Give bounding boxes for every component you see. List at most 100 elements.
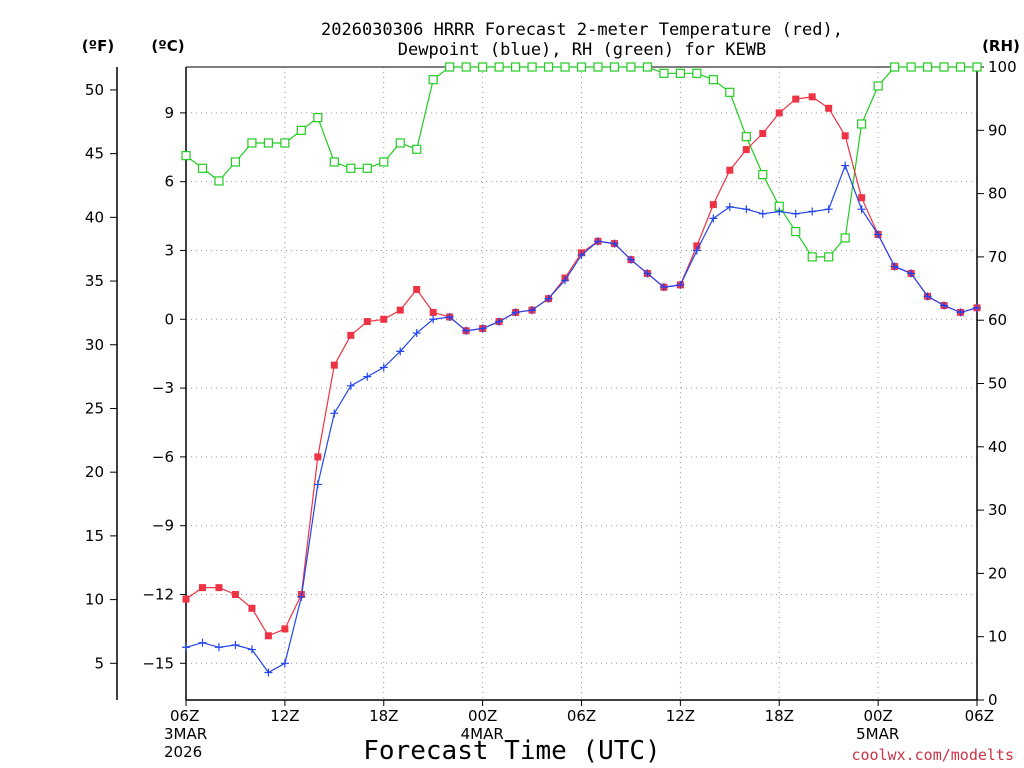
rh-point bbox=[593, 62, 603, 72]
fahrenheit-tick-label: 35 bbox=[85, 272, 104, 290]
x-tick-label: 18Z bbox=[765, 707, 794, 725]
rh-point bbox=[362, 163, 372, 173]
rh-point bbox=[659, 68, 669, 78]
rh-point bbox=[675, 68, 685, 78]
temperature-point bbox=[413, 285, 421, 293]
temperature-point bbox=[808, 93, 816, 101]
rh-point bbox=[313, 113, 323, 123]
dewpoint-point bbox=[396, 347, 405, 356]
rh-point bbox=[906, 62, 916, 72]
fahrenheit-tick-label: 45 bbox=[85, 145, 104, 163]
rh-point bbox=[461, 62, 471, 72]
rh-point bbox=[725, 87, 735, 97]
rh-point bbox=[247, 138, 257, 148]
celsius-tick-label: 9 bbox=[164, 104, 174, 122]
x-tick-label: 18Z bbox=[369, 707, 398, 725]
temperature-point bbox=[281, 625, 289, 633]
dewpoint-point bbox=[264, 668, 273, 677]
dewpoint-point bbox=[692, 246, 701, 255]
credit-text: coolwx.com/modelts bbox=[851, 746, 1014, 764]
rh-point bbox=[708, 75, 718, 85]
x-tick-label: 12Z bbox=[666, 707, 695, 725]
dewpoint-point bbox=[198, 638, 207, 647]
rh-point bbox=[692, 68, 702, 78]
dewpoint-point bbox=[626, 255, 635, 264]
rh-point bbox=[840, 233, 850, 243]
rh-tick-label: 70 bbox=[988, 248, 1007, 266]
dewpoint-point bbox=[742, 205, 751, 214]
x-tick-sublabel: 5MAR bbox=[856, 725, 899, 743]
dewpoint-point bbox=[297, 592, 306, 601]
dewpoint-point bbox=[907, 269, 916, 278]
dewpoint-point bbox=[313, 480, 322, 489]
rh-point bbox=[560, 62, 570, 72]
dewpoint-point bbox=[346, 381, 355, 390]
fahrenheit-tick-label: 40 bbox=[85, 208, 104, 226]
dewpoint-point bbox=[709, 214, 718, 223]
x-tick-sublabel: 3MAR bbox=[164, 725, 207, 743]
rh-point bbox=[428, 75, 438, 85]
dewpoint-point bbox=[478, 324, 487, 333]
dewpoint-point bbox=[824, 205, 833, 214]
x-tick-label: 00Z bbox=[468, 707, 497, 725]
dewpoint-point bbox=[330, 409, 339, 418]
temperature-point bbox=[347, 331, 355, 339]
dewpoint-point bbox=[182, 643, 190, 652]
temperature-point bbox=[726, 166, 734, 174]
dewpoint-point bbox=[874, 230, 883, 239]
rh-point bbox=[791, 226, 801, 237]
dewpoint-point bbox=[495, 317, 504, 326]
rh-tick-label: 10 bbox=[988, 628, 1007, 646]
temperature-point bbox=[330, 361, 338, 369]
celsius-tick-label: −3 bbox=[152, 379, 174, 397]
dewpoint-point bbox=[363, 372, 372, 381]
rh-point bbox=[510, 62, 521, 72]
dewpoint-point bbox=[593, 237, 602, 246]
dewpoint-point bbox=[775, 207, 784, 216]
dewpoint-point bbox=[280, 659, 289, 668]
rh-point bbox=[263, 138, 273, 148]
celsius-tick-label: −9 bbox=[152, 517, 174, 535]
dewpoint-point bbox=[511, 308, 520, 317]
dewpoint-point bbox=[445, 312, 454, 321]
temperature-point bbox=[742, 146, 750, 154]
rh-point bbox=[857, 119, 867, 129]
celsius-tick-label: −15 bbox=[142, 654, 174, 672]
fahrenheit-tick-label: 5 bbox=[94, 654, 104, 672]
dewpoint-point bbox=[758, 209, 767, 218]
fahrenheit-tick-label: 15 bbox=[85, 527, 104, 545]
rh-point bbox=[494, 62, 504, 72]
dewpoint-point bbox=[808, 207, 817, 216]
temperature-point bbox=[231, 591, 239, 598]
grid bbox=[186, 67, 977, 700]
temperature-point bbox=[198, 584, 206, 592]
celsius-tick-label: 0 bbox=[164, 310, 174, 328]
fahrenheit-tick-label: 25 bbox=[85, 399, 104, 417]
dewpoint-point bbox=[940, 301, 949, 310]
temperature-point bbox=[841, 132, 849, 140]
fahrenheit-unit-label: (ºF) bbox=[82, 37, 114, 55]
temperature-point bbox=[693, 242, 701, 250]
rh-tick-label: 0 bbox=[988, 691, 998, 709]
rh-point bbox=[181, 151, 191, 161]
dewpoint-point bbox=[231, 640, 240, 649]
celsius-tick-label: −6 bbox=[152, 448, 174, 466]
celsius-tick-label: 3 bbox=[164, 241, 174, 259]
temperature-point bbox=[775, 109, 783, 117]
celsius-tick-label: 6 bbox=[164, 173, 174, 191]
dewpoint-point bbox=[659, 283, 668, 292]
x-tick-sublabel: 2026 bbox=[164, 743, 202, 761]
dewpoint-point bbox=[676, 280, 685, 289]
rh-point bbox=[197, 163, 208, 173]
x-tick-sublabel: 4MAR bbox=[461, 725, 504, 743]
rh-point bbox=[280, 138, 290, 148]
dewpoint-point bbox=[956, 308, 965, 317]
rh-point bbox=[230, 157, 241, 167]
x-axis-label: Forecast Time (UTC) bbox=[363, 736, 660, 766]
rh-point bbox=[972, 62, 982, 72]
temperature-point bbox=[314, 453, 322, 461]
dewpoint-point bbox=[725, 202, 734, 211]
temperature-point bbox=[759, 130, 767, 138]
rh-tick-label: 40 bbox=[988, 438, 1007, 456]
rh-point bbox=[824, 252, 834, 262]
